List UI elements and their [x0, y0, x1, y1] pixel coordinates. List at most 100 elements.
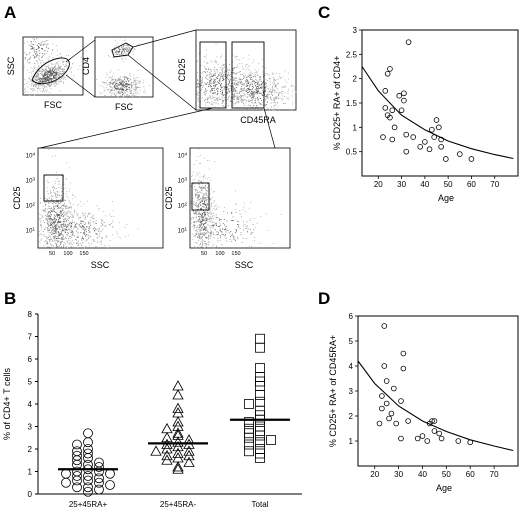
flow-event-dot	[125, 55, 127, 57]
flow-event-dot	[237, 100, 239, 102]
flow-event-dot	[83, 232, 84, 234]
flow-event-dot	[205, 218, 207, 219]
flow-event-dot	[195, 202, 197, 204]
flow-event-dot	[61, 229, 63, 231]
flow-event-dot	[262, 90, 264, 92]
flow-event-dot	[226, 70, 227, 72]
flow-event-dot	[45, 214, 47, 216]
flow-event-dot	[48, 76, 50, 78]
flow-event-dot	[52, 222, 54, 224]
flow-event-dot	[51, 63, 53, 65]
flow-event-dot	[204, 82, 205, 84]
flow-event-dot	[123, 89, 125, 91]
flow-event-dot	[114, 52, 116, 54]
flow-event-dot	[65, 79, 67, 80]
flow-event-dot	[55, 227, 56, 229]
flow-event-dot	[44, 198, 46, 200]
flow-event-dot	[41, 68, 43, 70]
flow-event-dot	[193, 217, 194, 219]
flow-event-dot	[205, 83, 207, 85]
flow-event-dot	[40, 222, 42, 223]
flow-event-dot	[33, 44, 35, 46]
flow-event-dot	[115, 88, 117, 90]
flow-event-dot	[287, 99, 289, 101]
flow-event-dot	[193, 183, 194, 185]
flow-event-dot	[108, 76, 110, 77]
flow-event-dot	[201, 214, 203, 216]
flow-event-dot	[123, 85, 125, 86]
flow-event-dot	[214, 85, 216, 87]
flow-event-dot	[212, 88, 213, 90]
flow-event-dot	[202, 201, 203, 203]
flow-event-dot	[237, 96, 239, 98]
flow-event-dot	[126, 91, 128, 93]
flow-event-dot	[246, 83, 248, 85]
flow-event-dot	[28, 77, 30, 79]
flow-event-dot	[58, 66, 60, 68]
flow-event-dot	[235, 67, 237, 68]
flow-event-dot	[47, 79, 49, 81]
axis-label-x: FSC	[115, 102, 134, 112]
flow-event-dot	[84, 247, 85, 249]
flow-event-dot	[118, 51, 119, 53]
flow-event-dot	[50, 227, 52, 229]
flow-event-dot	[137, 79, 139, 81]
flow-event-dot	[200, 238, 202, 240]
flow-event-dot	[196, 82, 198, 84]
flow-event-dot	[212, 191, 214, 193]
data-point	[255, 437, 265, 448]
data-point	[83, 471, 93, 481]
flow-event-dot	[205, 204, 206, 205]
flow-event-dot	[61, 226, 63, 227]
flow-event-dot	[198, 232, 200, 234]
flow-event-dot	[33, 67, 35, 68]
flow-event-dot	[44, 86, 46, 88]
flow-event-dot	[233, 84, 235, 86]
flow-event-dot	[60, 65, 62, 67]
flow-event-dot	[48, 48, 50, 49]
flow-event-dot	[250, 75, 252, 77]
flow-event-dot	[210, 233, 211, 235]
flow-event-dot	[40, 224, 41, 226]
flow-event-dot	[136, 91, 138, 93]
flow-event-dot	[241, 95, 243, 96]
flow-event-dot	[131, 47, 132, 49]
flow-event-dot	[39, 203, 41, 204]
flow-event-dot	[132, 85, 134, 87]
flow-event-dot	[58, 226, 60, 228]
flow-event-dot	[270, 97, 272, 99]
flow-event-dot	[46, 47, 47, 49]
flow-event-dot	[135, 84, 137, 85]
flow-event-dot	[261, 99, 262, 101]
flow-event-dot	[54, 65, 56, 67]
flow-event-dot	[271, 91, 273, 93]
flow-event-dot	[204, 61, 205, 63]
flow-event-dot	[201, 246, 203, 248]
flow-event-dot	[234, 238, 236, 240]
flow-event-dot	[58, 240, 59, 242]
flow-event-dot	[257, 75, 258, 76]
flow-event-dot	[54, 80, 56, 82]
flow-event-dot	[116, 83, 118, 84]
flow-event-dot	[143, 79, 145, 81]
flow-event-dot	[83, 227, 85, 229]
flow-event-dot	[206, 54, 207, 56]
flow-event-dot	[126, 95, 128, 96]
flow-event-dot	[201, 199, 203, 201]
flow-event-dot	[38, 84, 39, 86]
flow-event-dot	[293, 86, 295, 88]
flow-event-dot	[93, 239, 95, 241]
y-axis-label: % of CD4+ T cells	[2, 368, 12, 440]
flow-event-dot	[50, 70, 52, 71]
flow-event-dot	[108, 89, 110, 91]
flow-event-dot	[119, 82, 121, 84]
flow-event-dot	[264, 74, 266, 76]
flow-event-dot	[75, 225, 76, 227]
flow-event-dot	[122, 84, 124, 86]
flow-event-dot	[232, 69, 234, 71]
flow-event-dot	[212, 212, 214, 214]
flow-event-dot	[117, 43, 119, 45]
flow-event-dot	[236, 73, 237, 75]
flow-event-dot	[282, 91, 284, 92]
flow-event-dot	[258, 77, 260, 79]
